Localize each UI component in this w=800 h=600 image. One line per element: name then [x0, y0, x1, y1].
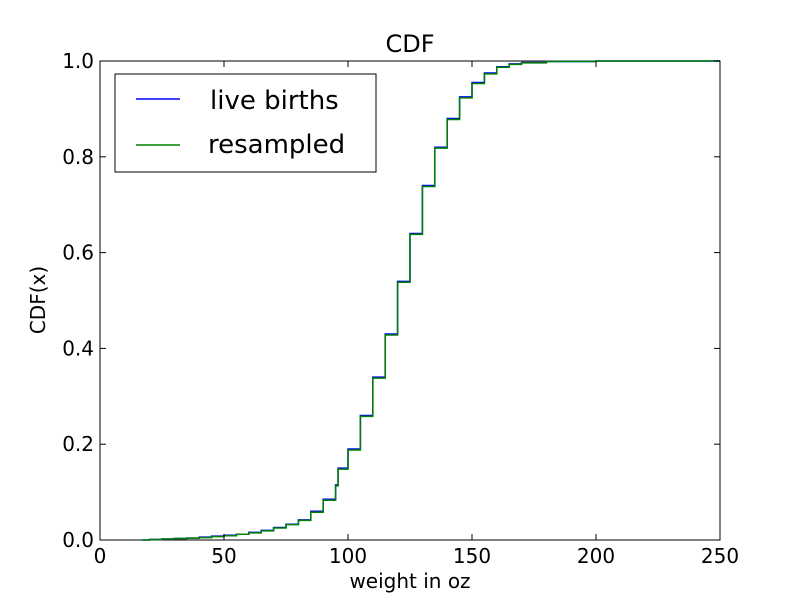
chart-title: CDF	[385, 30, 434, 58]
y-tick-label: 1.0	[62, 49, 94, 73]
y-tick-label: 0.0	[62, 528, 94, 552]
x-tick-label: 0	[94, 544, 107, 568]
legend-label-live-births: live births	[210, 86, 339, 116]
x-tick-label: 50	[211, 544, 236, 568]
legend-label-resampled: resampled	[208, 130, 345, 160]
y-tick-label: 0.8	[62, 145, 94, 169]
y-tick-label: 0.2	[62, 432, 94, 456]
series-line-resampled	[142, 60, 720, 541]
y-tick-label: 0.4	[62, 336, 94, 360]
x-tick-label: 150	[453, 544, 491, 568]
y-axis-label: CDF(x)	[26, 266, 50, 334]
series-layer	[142, 60, 720, 541]
x-tick-label: 100	[329, 544, 367, 568]
x-tick-label: 250	[701, 544, 739, 568]
legend: live births resampled	[114, 73, 377, 173]
x-tick-label: 200	[577, 544, 615, 568]
tick-layer: 0 50 100 150 200 250 0.0 0.2 0.4 0.6 0.8 1.0	[62, 49, 739, 568]
y-tick-label: 0.6	[62, 241, 94, 265]
x-axis-label: weight in oz	[349, 569, 470, 593]
legend-box	[114, 73, 377, 173]
